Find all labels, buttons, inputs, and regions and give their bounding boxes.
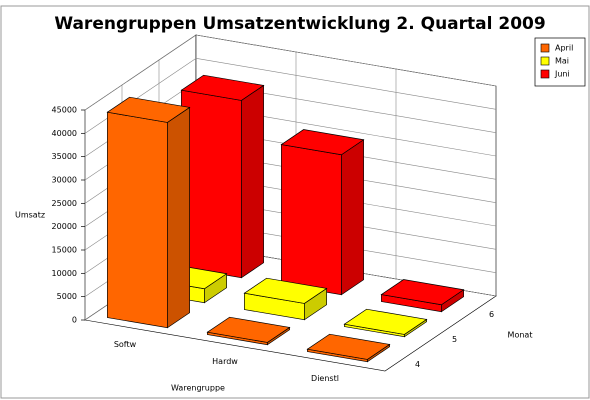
bar-side: [341, 139, 364, 296]
bar-top: [180, 74, 265, 101]
bar-front: [181, 89, 242, 279]
grid-line: [84, 34, 197, 111]
y-tick-label: 30000: [52, 176, 77, 185]
bar: [243, 277, 328, 321]
y-tick-label: 45000: [52, 106, 77, 115]
x-tick-label: Dienstl: [311, 374, 339, 383]
depth-tick-label: 5: [452, 335, 457, 344]
y-tick-label: 40000: [52, 129, 77, 138]
x-tick-label: Softw: [114, 340, 137, 349]
bar: [343, 308, 428, 338]
y-tick-label: 10000: [52, 269, 77, 278]
legend-swatch: [540, 56, 550, 66]
y-tick-label: 25000: [52, 199, 77, 208]
grid-line: [195, 34, 497, 87]
y-axis-label: Umsatz: [15, 211, 45, 220]
bar-front: [107, 111, 168, 329]
grid-line: [84, 58, 197, 134]
bar: [206, 316, 291, 346]
bar-top: [343, 308, 428, 335]
bar: [280, 129, 365, 296]
bar-top: [380, 279, 465, 306]
bar-top: [280, 129, 365, 156]
bar: [380, 279, 465, 313]
bar-front: [281, 144, 342, 296]
bar-top: [206, 316, 291, 343]
legend-label: April: [555, 44, 573, 53]
x-tick-label: Hardw: [212, 357, 238, 366]
bar: [106, 96, 191, 329]
legend-label: Mai: [555, 57, 569, 66]
chart-title: Warengruppen Umsatzentwicklung 2. Quarta…: [54, 14, 545, 34]
bar: [180, 74, 265, 279]
depth-tick-label: 6: [489, 310, 494, 319]
y-tick-label: 0: [72, 316, 77, 325]
bar-side: [167, 106, 190, 329]
x-axis-label: Warengruppe: [171, 384, 225, 393]
legend-swatch: [540, 43, 550, 53]
bar-top: [243, 277, 328, 304]
depth-tick-label: 4: [415, 360, 420, 369]
y-tick-label: 5000: [57, 292, 77, 301]
y-tick-label: 20000: [52, 222, 77, 231]
bar-top: [106, 96, 191, 123]
grid-line: [195, 58, 497, 110]
frame: [0, 5, 590, 399]
y-tick-label: 35000: [52, 152, 77, 161]
bar-side: [241, 84, 264, 279]
bar-top: [306, 333, 391, 360]
y-tick-label: 15000: [52, 246, 77, 255]
depth-axis-label: Monat: [508, 331, 533, 340]
legend-label: Juni: [554, 70, 570, 79]
bar: [306, 333, 391, 363]
legend-swatch: [540, 69, 550, 79]
